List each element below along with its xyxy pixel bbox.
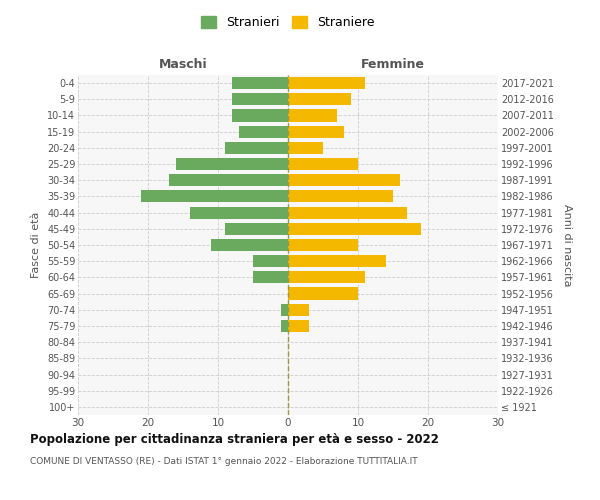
Bar xyxy=(169,174,288,186)
Bar xyxy=(288,304,309,316)
Bar xyxy=(281,304,288,316)
Bar xyxy=(253,255,288,268)
Bar xyxy=(288,93,351,106)
Bar xyxy=(288,190,393,202)
Bar xyxy=(211,239,288,251)
Text: COMUNE DI VENTASSO (RE) - Dati ISTAT 1° gennaio 2022 - Elaborazione TUTTITALIA.I: COMUNE DI VENTASSO (RE) - Dati ISTAT 1° … xyxy=(30,458,418,466)
Bar xyxy=(288,288,358,300)
Bar xyxy=(288,206,407,218)
Bar xyxy=(288,222,421,235)
Bar xyxy=(190,206,288,218)
Y-axis label: Fasce di età: Fasce di età xyxy=(31,212,41,278)
Bar xyxy=(288,126,344,138)
Bar xyxy=(288,158,358,170)
Bar xyxy=(288,142,323,154)
Bar xyxy=(288,239,358,251)
Legend: Stranieri, Straniere: Stranieri, Straniere xyxy=(196,11,380,34)
Bar xyxy=(225,142,288,154)
Bar xyxy=(281,320,288,332)
Text: Popolazione per cittadinanza straniera per età e sesso - 2022: Popolazione per cittadinanza straniera p… xyxy=(30,432,439,446)
Bar xyxy=(232,93,288,106)
Bar xyxy=(288,272,365,283)
Bar xyxy=(239,126,288,138)
Bar xyxy=(141,190,288,202)
Bar xyxy=(253,272,288,283)
Bar xyxy=(232,77,288,89)
Bar xyxy=(288,77,365,89)
Bar xyxy=(225,222,288,235)
Bar xyxy=(288,110,337,122)
Bar xyxy=(176,158,288,170)
Bar xyxy=(288,174,400,186)
Bar xyxy=(288,320,309,332)
Bar xyxy=(232,110,288,122)
Bar xyxy=(288,255,386,268)
Y-axis label: Anni di nascita: Anni di nascita xyxy=(562,204,572,286)
